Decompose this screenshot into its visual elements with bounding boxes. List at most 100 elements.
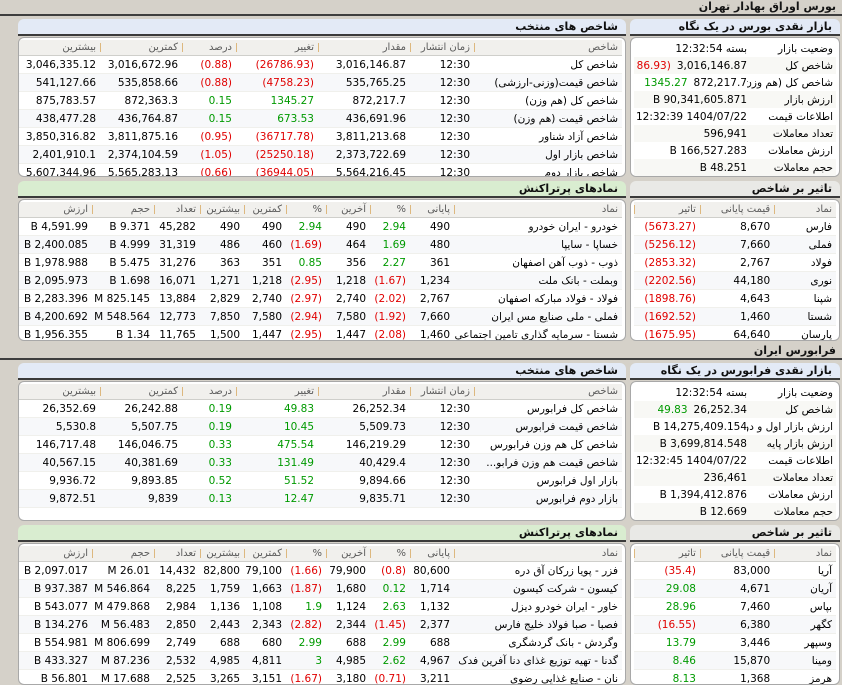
cell: 12:30 (410, 418, 474, 436)
cell: 475.54 (236, 436, 318, 454)
symbol-cell[interactable]: فولاد - فولاد مبارکه اصفهان (454, 290, 622, 308)
symbol-cell[interactable]: کیسون - شرکت کیسون (454, 580, 622, 598)
symbol-cell[interactable]: وسپهر (774, 634, 836, 652)
cell: 548.564 M (92, 308, 154, 326)
cell: شاخص کل هم وزن فرابورس (474, 436, 622, 454)
cell: 2,532 (154, 652, 200, 670)
symbol-cell[interactable]: خودرو - ایران خودرو (454, 218, 622, 236)
cell: 1,368 (700, 670, 774, 685)
symbol-cell[interactable]: آریا (774, 562, 836, 580)
symbol-cell[interactable]: فارس (774, 218, 836, 236)
symbol-cell[interactable]: گدنا - تهیه توزیع غذای دنا آفرین فدک (454, 652, 622, 670)
symbol-cell[interactable]: کگهر (774, 616, 836, 634)
stat-value-number: 166,527.283 B (670, 145, 747, 157)
symbol-cell[interactable]: ومینا (774, 652, 836, 670)
symbol-cell[interactable]: فزر - پویا زرکان آق دره (454, 562, 622, 580)
cell: 0.33 (182, 454, 236, 472)
symbol-cell[interactable]: پارسان (774, 326, 836, 342)
column-header: شاخص (474, 40, 622, 56)
cell: 1.9 (286, 598, 326, 616)
stat-value-number: 872,217.7 (694, 77, 747, 89)
cell: 5,507.75 (100, 418, 182, 436)
symbol-cell[interactable]: نان - صنایع غذایی رضوی (454, 670, 622, 685)
symbol-cell[interactable]: خساپا - سایپا (454, 236, 622, 254)
cell: 541,127.66 (18, 74, 100, 92)
cell: 3,850,316.82 (18, 128, 100, 146)
symbol-cell[interactable]: فولاد (774, 254, 836, 272)
symbol-cell[interactable]: وبملت - بانک ملت (454, 272, 622, 290)
cell: 12:30 (410, 92, 474, 110)
cell: 2,984 (154, 598, 200, 616)
symbol-cell[interactable]: آریان (774, 580, 836, 598)
cell: 1.34 B (92, 326, 154, 342)
cell: 9,835.71 (318, 490, 410, 508)
stat-label: اطلاعات قیمت (747, 455, 833, 467)
symbol-cell[interactable]: شستا - سرمایه گذاری تامین اجتماعی (454, 326, 622, 342)
column-header: مقدار (318, 384, 410, 400)
cell: 4,591.99 B (18, 218, 92, 236)
cell: 3,265 (200, 670, 244, 685)
symbol-cell[interactable]: فملی (774, 236, 836, 254)
symbol-cell[interactable]: شپنا (774, 290, 836, 308)
symbol-cell[interactable]: وگردش - بانک گردشگری (454, 634, 622, 652)
symbol-cell[interactable]: بپاس (774, 598, 836, 616)
symbol-cell[interactable]: فملی - ملی صنایع مس ایران (454, 308, 622, 326)
symbol-cell[interactable]: نوری (774, 272, 836, 290)
symbol-cell[interactable]: فصبا - صبا فولاد خلیج فارس (454, 616, 622, 634)
column-header: کمترین (244, 546, 286, 562)
cell: (1692.52) (634, 308, 700, 326)
symbol-cell[interactable]: خاور - ایران خودرو دیزل (454, 598, 622, 616)
symbol-cell[interactable]: ذوب - ذوب آهن اصفهان (454, 254, 622, 272)
cell: 1,460 (410, 326, 454, 342)
symbol-cell[interactable]: هرمز (774, 670, 836, 685)
column-header: پایانی (410, 546, 454, 562)
symbol-cell[interactable]: شستا (774, 308, 836, 326)
